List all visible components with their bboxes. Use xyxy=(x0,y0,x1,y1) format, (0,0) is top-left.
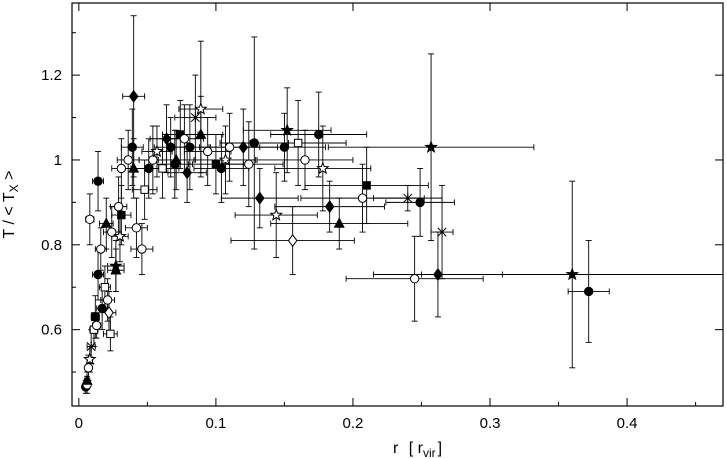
data-point-diamond-open xyxy=(287,234,298,248)
data-point-star-filled xyxy=(565,267,580,281)
data-point-circle-open xyxy=(300,155,310,165)
data-point-circle-open xyxy=(116,163,127,174)
data-point-star-filled xyxy=(424,140,438,153)
data-point-circle-filled xyxy=(313,129,324,140)
data-point-diamond-open xyxy=(104,306,114,320)
error-bars xyxy=(82,15,724,394)
data-point-cross xyxy=(86,341,96,352)
data-point-circle-filled xyxy=(583,286,594,297)
data-point-square-filled xyxy=(117,210,126,220)
data-point-square-open xyxy=(140,185,149,194)
data-point-triangle-filled xyxy=(128,162,140,173)
data-point-circle-filled xyxy=(93,176,103,186)
data-point-circle-filled xyxy=(216,163,227,174)
data-point-circle-open xyxy=(357,193,368,203)
data-point-triangle-filled xyxy=(170,153,182,165)
data-point-square-open xyxy=(293,138,303,148)
data-point-circle-filled xyxy=(93,269,103,280)
data-point-circle-open xyxy=(244,159,254,169)
data-point-circle-open xyxy=(148,155,158,165)
data-point-star-open xyxy=(150,144,164,158)
data-point-star-filled xyxy=(280,123,294,137)
data-point-diamond-filled xyxy=(254,191,265,205)
data-point-cross xyxy=(190,112,200,123)
data-point-triangle-filled xyxy=(100,217,112,228)
data-point-circle-open xyxy=(102,295,113,305)
data-point-circle-filled xyxy=(144,163,154,174)
data-point-circle-filled xyxy=(415,197,425,208)
data-point-triangle-filled xyxy=(195,128,207,139)
x-tick-label: 0.1 xyxy=(205,415,226,432)
data-point-diamond-filled xyxy=(161,132,172,146)
data-point-star-open xyxy=(218,152,233,166)
data-point-circle-open xyxy=(123,155,133,165)
data-point-circle-open xyxy=(113,201,124,212)
plot-frame xyxy=(71,2,724,407)
data-point-star-open xyxy=(316,161,330,175)
y-axis-label: T / < TX > xyxy=(1,171,21,239)
data-point-star-open xyxy=(113,229,127,243)
data-point-square-filled xyxy=(91,312,100,322)
y-tick-label: 1.2 xyxy=(41,67,62,84)
x-axis-label: r [ rvir] xyxy=(393,440,442,459)
data-point-square-filled xyxy=(362,181,371,190)
y-tick-label: 1 xyxy=(54,152,62,169)
data-point-star-open xyxy=(83,352,97,366)
y-tick-label: 0.6 xyxy=(41,322,62,339)
data-point-circle-filled xyxy=(185,142,195,152)
data-point-circle-open xyxy=(179,134,190,144)
data-point-circle-open xyxy=(224,142,235,152)
y-tick-label: 0.8 xyxy=(41,237,62,254)
data-point-square-open xyxy=(100,283,110,292)
data-point-triangle-filled xyxy=(333,217,345,228)
data-point-circle-open xyxy=(83,363,94,373)
data-point-triangle-filled xyxy=(110,263,122,275)
data-point-diamond-filled xyxy=(128,89,139,103)
data-point-circle-filled xyxy=(165,142,176,152)
x-tick-label: 0.3 xyxy=(480,415,501,432)
x-tick-label: 0.4 xyxy=(617,415,638,432)
data-markers xyxy=(81,89,594,392)
data-point-cross xyxy=(403,192,413,204)
data-point-circle-open xyxy=(131,223,142,233)
data-point-square-open xyxy=(106,329,115,339)
data-point-triangle-filled xyxy=(81,374,93,385)
x-tick-label: 0 xyxy=(75,415,83,432)
data-point-circle-open xyxy=(96,244,106,254)
data-point-circle-filled xyxy=(127,142,138,152)
data-point-circle-open xyxy=(137,244,147,254)
data-point-cross xyxy=(437,226,447,238)
data-point-diamond-filled xyxy=(433,267,443,282)
data-point-circle-open xyxy=(202,146,213,157)
data-point-square-open xyxy=(158,164,167,173)
data-point-star-open xyxy=(194,101,208,115)
data-point-diamond-filled xyxy=(238,140,249,154)
data-point-star-open xyxy=(269,207,283,221)
data-point-circle-filled xyxy=(279,142,290,152)
data-point-circle-filled xyxy=(97,303,107,314)
x-tick-label: 0.2 xyxy=(343,415,364,432)
data-point-circle-open xyxy=(409,274,420,284)
data-point-circle-open xyxy=(85,214,95,225)
data-point-circle-filled xyxy=(249,138,259,148)
axis-ticks: 0 0.1 0.2 0.3 0.4 0.6 0.8 1 1.2 xyxy=(41,3,723,432)
data-point-diamond-filled xyxy=(324,200,335,214)
data-point-diamond-filled xyxy=(182,166,192,180)
data-point-circle-open xyxy=(91,320,102,331)
